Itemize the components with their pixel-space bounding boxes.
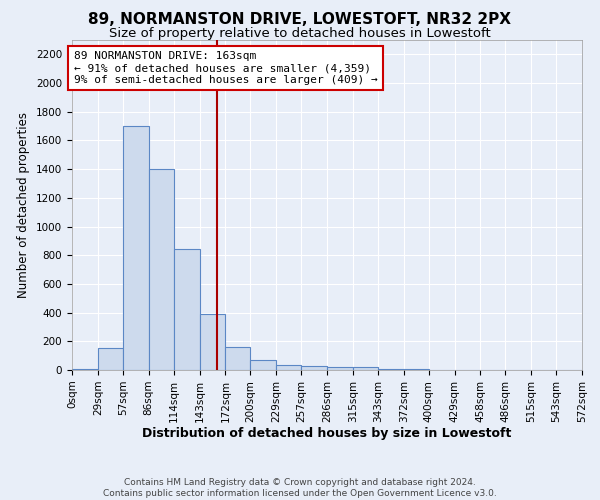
Bar bbox=[149, 169, 173, 370]
Bar bbox=[378, 368, 404, 370]
Bar bbox=[327, 367, 353, 370]
Bar bbox=[404, 368, 428, 370]
Bar bbox=[276, 365, 301, 370]
Bar bbox=[226, 347, 250, 370]
Bar bbox=[123, 126, 149, 370]
Text: 89 NORMANSTON DRIVE: 163sqm
← 91% of detached houses are smaller (4,359)
9% of s: 89 NORMANSTON DRIVE: 163sqm ← 91% of det… bbox=[74, 52, 377, 84]
Bar bbox=[301, 366, 327, 370]
X-axis label: Distribution of detached houses by size in Lowestoft: Distribution of detached houses by size … bbox=[142, 428, 512, 440]
Bar bbox=[173, 250, 199, 370]
Bar bbox=[98, 348, 123, 370]
Text: Size of property relative to detached houses in Lowestoft: Size of property relative to detached ho… bbox=[109, 28, 491, 40]
Text: 89, NORMANSTON DRIVE, LOWESTOFT, NR32 2PX: 89, NORMANSTON DRIVE, LOWESTOFT, NR32 2P… bbox=[89, 12, 511, 28]
Bar bbox=[353, 367, 378, 370]
Text: Contains HM Land Registry data © Crown copyright and database right 2024.
Contai: Contains HM Land Registry data © Crown c… bbox=[103, 478, 497, 498]
Bar bbox=[250, 360, 276, 370]
Y-axis label: Number of detached properties: Number of detached properties bbox=[17, 112, 31, 298]
Bar bbox=[72, 368, 98, 370]
Bar bbox=[199, 314, 226, 370]
